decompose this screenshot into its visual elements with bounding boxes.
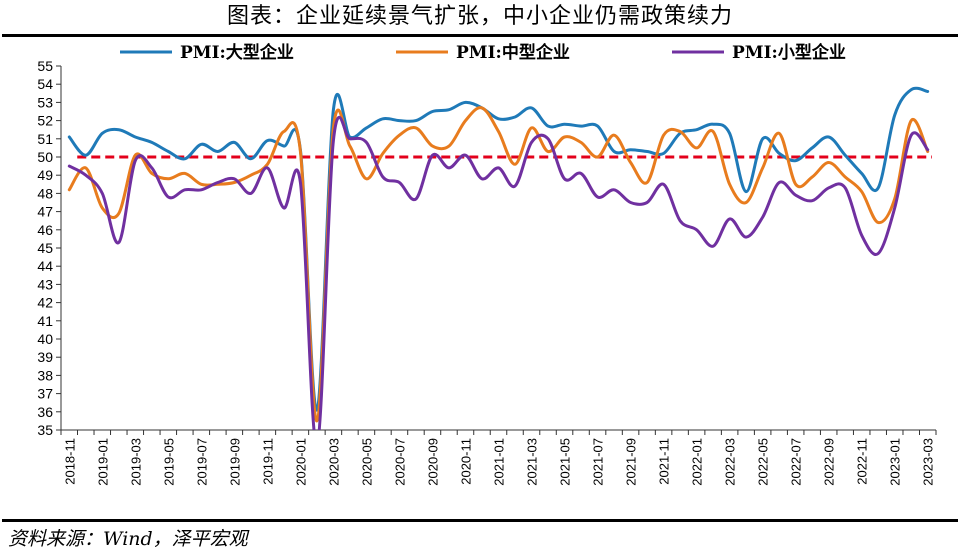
- x-tick-label: 2022-01: [690, 438, 705, 486]
- y-tick-label: 42: [37, 295, 53, 311]
- x-axis-ticks: 2018-11 2019-01 2019-03 2019-05 2019-07 2019-…: [60, 430, 937, 486]
- y-tick-label: 40: [37, 331, 53, 347]
- legend-item-large-label: PMI:大型企业: [180, 42, 294, 63]
- legend-item-small-label: PMI:小型企业: [732, 42, 846, 63]
- y-tick-label: 51: [37, 131, 53, 147]
- x-tick-label: 2023-03: [921, 438, 936, 486]
- pmi-line-chart: 35 36 37 38 39 40 41 42 43 44 45 46 47 48 49 50 51 52 53 54…: [37, 42, 937, 486]
- y-tick-label: 47: [37, 204, 53, 220]
- series-line-small: [67, 115, 930, 430]
- x-tick-label: 2019-05: [161, 438, 176, 486]
- x-tick-label: 2019-07: [194, 438, 209, 486]
- y-tick-label: 36: [37, 404, 53, 420]
- y-tick-label: 54: [37, 76, 53, 92]
- x-tick-label: 2020-09: [425, 438, 440, 486]
- x-tick-label: 2019-11: [260, 438, 275, 485]
- y-tick-label: 49: [37, 167, 53, 183]
- y-tick-label: 41: [37, 313, 53, 329]
- x-tick-label: 2019-03: [128, 438, 143, 486]
- series-lines: [67, 86, 930, 430]
- chart-legend: PMI:大型企业 PMI:中型企业 PMI:小型企业: [120, 42, 846, 63]
- x-tick-label: 2021-07: [591, 438, 606, 486]
- x-tick-label: 2022-05: [756, 438, 771, 486]
- y-tick-label: 50: [37, 149, 53, 165]
- chart-axes: [60, 66, 936, 431]
- y-axis-ticks: 35 36 37 38 39 40 41 42 43 44 45 46 47 48 49 50 51 52 53 54…: [37, 58, 61, 438]
- x-tick-label: 2019-01: [95, 438, 110, 486]
- x-tick-label: 2020-01: [293, 438, 308, 486]
- top-rule: [2, 34, 958, 37]
- x-tick-label: 2022-07: [789, 438, 804, 486]
- series-line-medium: [67, 106, 930, 423]
- source-note: 资料来源：Wind，泽平宏观: [8, 528, 248, 550]
- y-tick-label: 43: [37, 276, 53, 292]
- x-tick-label: 2023-01: [888, 438, 903, 486]
- y-tick-label: 39: [37, 349, 53, 365]
- y-tick-label: 38: [37, 367, 53, 383]
- x-tick-label: 2022-09: [822, 438, 837, 486]
- x-tick-label: 2022-03: [723, 438, 738, 486]
- y-tick-label: 55: [37, 58, 53, 74]
- y-tick-label: 53: [37, 94, 53, 110]
- x-tick-label: 2018-11: [62, 438, 77, 485]
- y-tick-label: 52: [37, 113, 53, 129]
- series-line-large: [67, 86, 930, 412]
- y-tick-label: 35: [37, 422, 53, 438]
- x-tick-label: 2020-11: [458, 438, 473, 485]
- x-tick-label: 2019-09: [227, 438, 242, 486]
- y-tick-label: 44: [37, 258, 53, 274]
- x-tick-label: 2020-05: [359, 438, 374, 486]
- y-tick-label: 46: [37, 222, 53, 238]
- legend-item-medium-label: PMI:中型企业: [456, 42, 570, 63]
- y-tick-label: 37: [37, 386, 53, 402]
- x-tick-label: 2020-03: [326, 438, 341, 486]
- x-tick-label: 2021-01: [492, 438, 507, 486]
- bottom-rule: [2, 519, 958, 522]
- x-tick-label: 2021-11: [657, 438, 672, 485]
- x-tick-label: 2022-11: [855, 438, 870, 485]
- x-tick-label: 2021-05: [558, 438, 573, 486]
- x-tick-label: 2021-09: [624, 438, 639, 486]
- chart-title: 图表：企业延续景气扩张，中小企业仍需政策续力: [226, 4, 733, 29]
- y-tick-label: 45: [37, 240, 53, 256]
- x-tick-label: 2020-07: [392, 438, 407, 486]
- y-tick-label: 48: [37, 185, 53, 201]
- x-tick-label: 2021-03: [525, 438, 540, 486]
